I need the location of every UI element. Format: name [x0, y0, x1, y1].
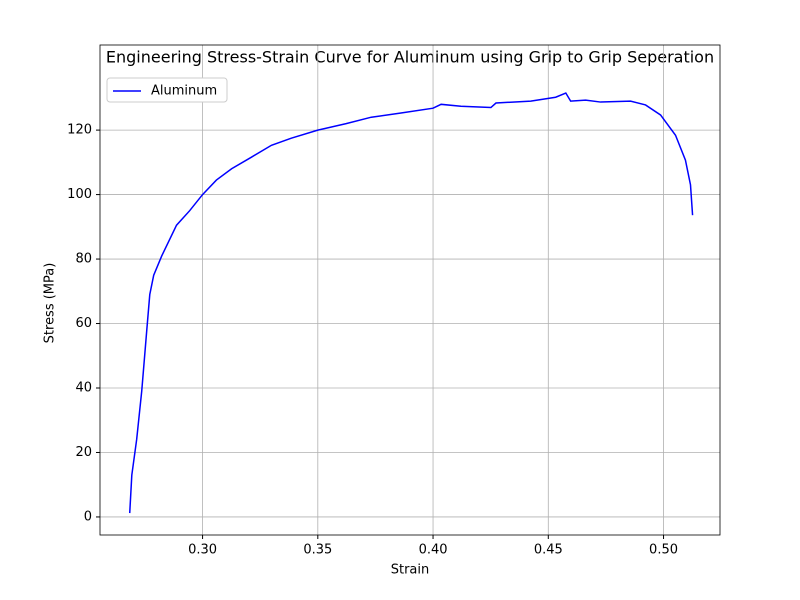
x-tick-label: 0.45 — [534, 543, 563, 558]
y-tick-label: 100 — [67, 187, 92, 202]
y-tick-label: 80 — [75, 252, 92, 267]
y-tick-label: 0 — [84, 509, 92, 524]
y-axis-label: Stress (MPa) — [43, 263, 58, 344]
x-tick-label: 0.40 — [419, 543, 448, 558]
x-axis-label: Strain — [391, 563, 430, 578]
x-tick-label: 0.50 — [649, 543, 678, 558]
y-tick-label: 40 — [75, 381, 92, 396]
x-tick-label: 0.35 — [303, 543, 332, 558]
data-line — [128, 92, 694, 514]
legend-label: Aluminum — [151, 84, 217, 99]
y-tick-label: 20 — [75, 445, 92, 460]
x-tick-label: 0.30 — [188, 543, 217, 558]
y-tick-label: 60 — [75, 316, 92, 331]
legend-box — [106, 77, 228, 103]
plot-frame — [99, 44, 721, 536]
y-tick-label: 120 — [67, 123, 92, 138]
chart-title: Engineering Stress-Strain Curve for Alum… — [106, 48, 714, 67]
